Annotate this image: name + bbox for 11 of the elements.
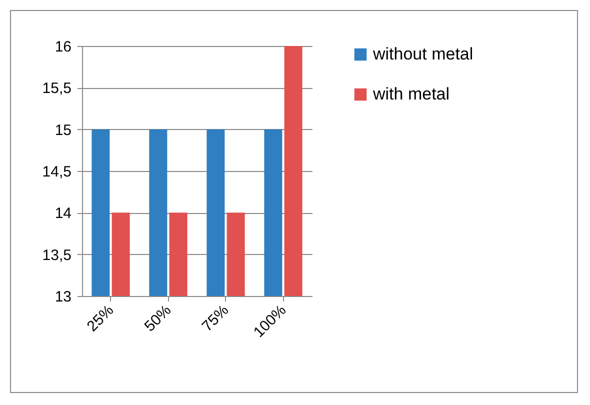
legend-label: without metal	[372, 44, 474, 64]
x-tick-label: 50%	[141, 302, 175, 336]
y-tick-label: 13	[54, 288, 72, 306]
y-tick-label: 15,5	[42, 80, 72, 98]
x-tick-label: 75%	[198, 302, 232, 336]
y-tick-label: 16	[54, 38, 72, 56]
y-tick-label: 14,5	[42, 164, 72, 180]
legend-label: with metal	[372, 84, 450, 104]
y-tick-label: 15	[54, 122, 72, 139]
y-tick-label: 14	[54, 205, 72, 222]
y-tick-label: 13,5	[42, 246, 72, 264]
